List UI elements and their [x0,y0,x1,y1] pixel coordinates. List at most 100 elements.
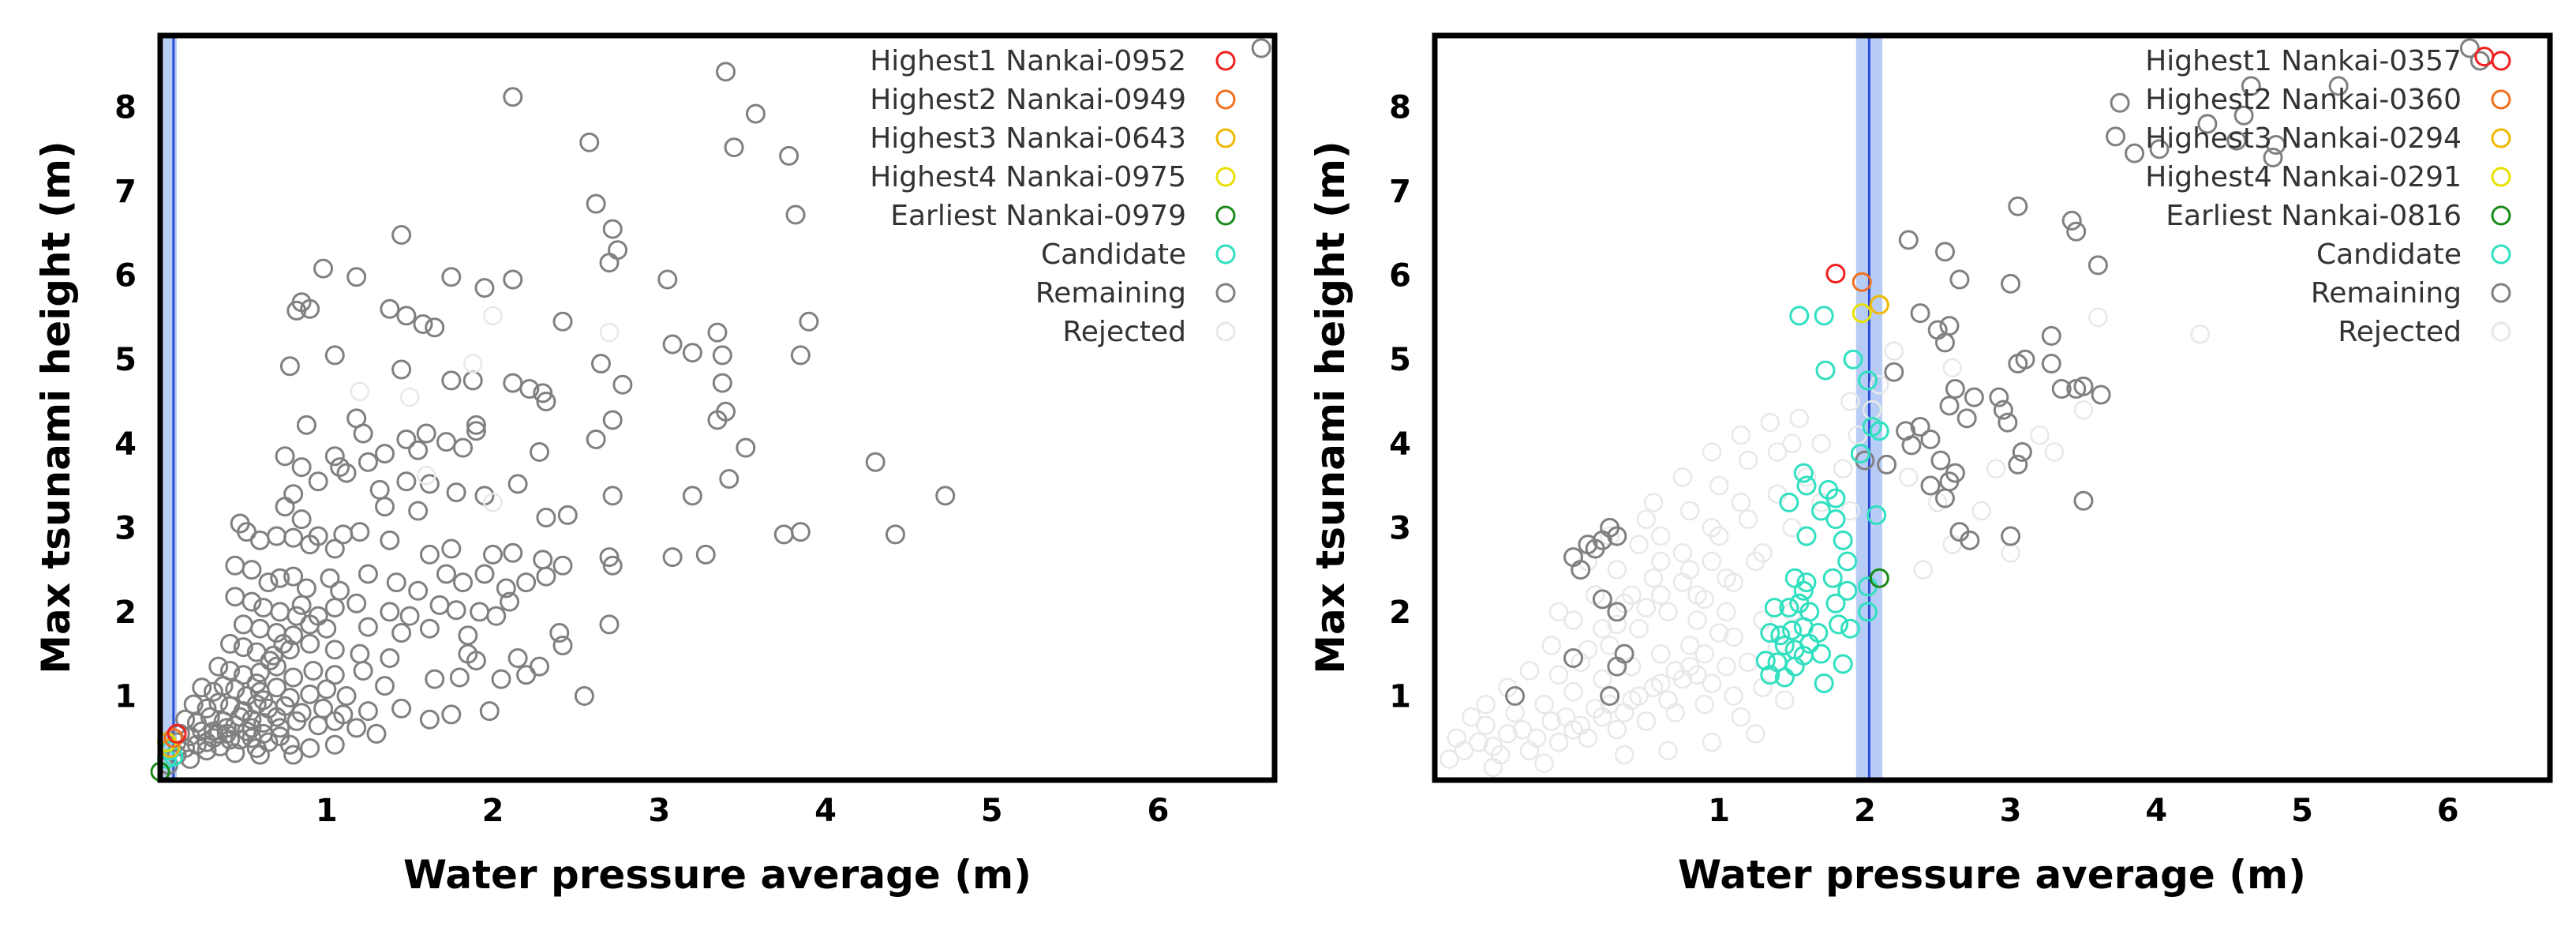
point-rejected-60 [1643,493,1664,512]
point-remaining-137 [324,598,345,618]
point-rejected-35 [1636,711,1657,731]
legend: Highest1 Nankai-0952 Highest2 Nankai-0949… [870,45,1236,348]
point-remaining-24 [380,298,400,319]
point-rejected-121 [1796,467,1817,487]
points-layer [1440,38,2495,778]
point-rejected-89 [1702,551,1722,572]
point-candidate-30 [1760,623,1780,643]
point-rejected-74 [1709,526,1729,546]
point-remaining-97 [350,522,370,542]
point-remaining-142 [446,600,466,621]
point-remaining-23 [2233,105,2254,126]
point-rejected-80 [1665,661,1686,681]
point-remaining-150 [316,618,337,639]
point-remaining-264 [246,738,267,759]
y-tick-label: 1 [114,678,137,715]
point-remaining-128 [516,572,537,593]
point-remaining-236 [324,734,345,755]
point-remaining-126 [474,564,495,584]
point-rejected-117 [2088,307,2108,328]
point-remaining-72 [2001,526,2021,546]
point-remaining-210 [419,709,440,730]
point-candidate-0 [1789,306,1810,326]
point-remaining-102 [503,542,523,563]
point-remaining-34 [1934,242,1955,262]
point-rejected-18 [1702,673,1722,693]
point-rejected-75 [1738,509,1758,529]
point-remaining-37 [1910,303,1930,324]
point-rejected-81 [1694,643,1714,664]
point-remaining-47 [1964,387,1984,407]
legend-label: Remaining [1035,277,1186,310]
point-remaining-28 [552,311,573,332]
point-remaining-59 [453,437,474,458]
point-rejected-108 [1884,341,1904,361]
point-candidate-6 [1869,421,1889,441]
x-tick-label: 6 [1148,793,1170,829]
point-rejected-64 [1563,610,1583,630]
point-rejected-21 [1476,715,1496,735]
point-remaining-104 [552,555,573,576]
point-remaining-52 [466,415,486,435]
point-candidate-9 [1796,475,1817,496]
point-rejected-58 [1731,425,1751,445]
point-remaining-111 [885,524,905,545]
point-remaining-16 [313,258,334,279]
point-candidate-36 [1840,618,1860,639]
legend-label: Earliest Nankai-0816 [2166,200,2462,232]
point-rejected-102 [1782,518,1802,538]
point-rejected-31 [1519,741,1540,760]
point-rejected-115 [2030,425,2050,445]
point-remaining-30 [2061,210,2082,231]
legend-marker [1215,244,1236,265]
point-remaining-20 [2149,139,2170,159]
point-rejected-82 [1724,627,1743,647]
point-remaining-36 [279,356,300,377]
point-candidate-37 [1858,602,1878,622]
point-remaining-44 [519,379,540,400]
point-rejected-71 [1622,585,1642,605]
point-rejected-94 [1679,656,1700,677]
point-remaining-61 [1930,450,1951,471]
point-remaining-196 [574,685,594,706]
point-candidate-42 [1755,651,1776,671]
point-remaining-125 [453,572,474,593]
point-remaining-80 [682,486,702,506]
point-candidate-25 [1764,598,1784,618]
point-rejected-97 [1607,614,1627,635]
point-candidate-46 [1833,654,1853,674]
point-remaining-155 [549,623,570,643]
point-remaining-8 [779,145,799,166]
point-rejected-107 [1870,374,1889,395]
point-rejected-23 [1534,694,1554,715]
point-remaining-51 [416,423,436,444]
point-remaining-19 [2125,143,2145,163]
point-remaining-96 [324,538,345,559]
point-remaining-77 [446,482,466,503]
point-remaining-10 [785,204,806,225]
point-rejected-90 [1563,719,1583,740]
point-remaining-180 [425,669,445,689]
point-remaining-194 [336,685,357,706]
point-remaining-132 [242,591,262,612]
point-rejected-41 [1600,636,1619,655]
point-rejected-130 [1534,753,1554,773]
point-rejected-54 [1709,475,1729,496]
point-rejected-126 [1614,745,1634,765]
point-remaining-110 [790,522,811,542]
point-remaining-60 [1901,435,1922,456]
point-candidate-1 [1814,306,1834,326]
point-remaining-197 [183,694,204,715]
point-rejected-127 [1658,741,1678,760]
point-remaining-70 [291,457,312,478]
point-rejected-105 [1848,425,1867,445]
point-remaining-54 [602,410,623,430]
point-remaining-156 [599,614,620,635]
point-rejected-38 [1724,686,1743,706]
point-rejected-43 [1658,602,1678,622]
point-remaining-30 [707,322,728,343]
point-rejected-104 [1833,459,1853,479]
x-tick-labels: 1 2 3 4 5 6 [1708,793,2458,829]
point-rejected-48 [1643,568,1664,588]
